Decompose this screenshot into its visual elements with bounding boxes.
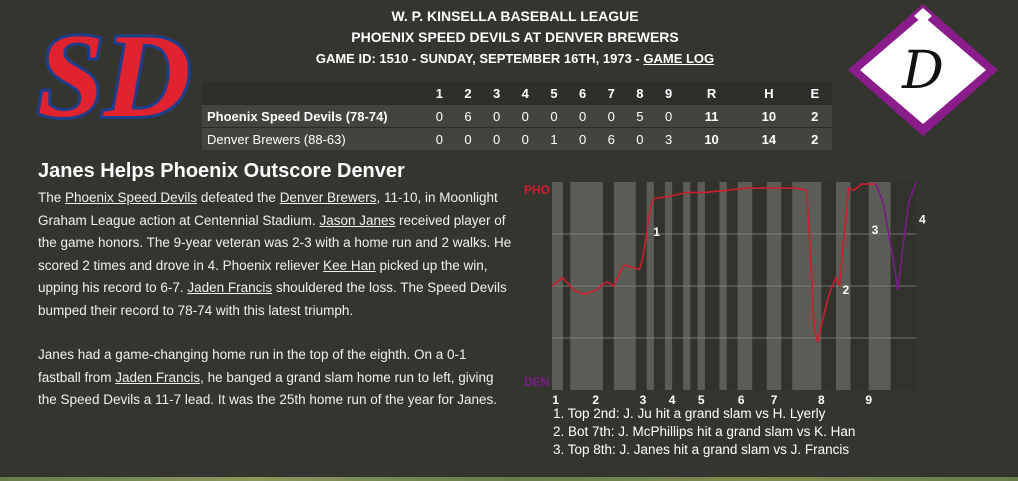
total-r: 10 (704, 131, 719, 147)
recap-headline: Janes Helps Phoenix Outscore Denver (38, 160, 405, 182)
series-line (551, 183, 876, 343)
col-header-7: 7 (607, 85, 615, 101)
team-name: Phoenix Speed Devils (78-74) (207, 108, 388, 124)
series-line (875, 181, 917, 291)
game-recap: Janes Helps Phoenix Outscore Denver The … (38, 160, 513, 434)
inning-score: 0 (550, 108, 558, 124)
event-marker: 2 (843, 283, 850, 297)
event-marker: 3 (872, 223, 879, 237)
player-team-link[interactable]: Kee Han (323, 257, 376, 273)
inning-tick-label: 9 (865, 393, 872, 404)
col-header-h: H (764, 85, 774, 101)
col-header-5: 5 (550, 85, 558, 101)
denver-brewers-logo: D (848, 4, 998, 136)
col-header-9: 9 (664, 85, 673, 101)
inning-tick-label: 2 (592, 393, 599, 404)
inning-tick-label: 3 (640, 393, 647, 404)
inning-tick-label: 7 (771, 393, 778, 404)
total-h: 14 (761, 131, 777, 147)
line-score-header: 1 2 3 4 5 6 7 8 9 R H E (202, 82, 832, 105)
win-probability-chart: 1 2 3 4 PHO DEN 1 2 3 4 5 6 7 8 9 (524, 181, 926, 404)
inning-score: 0 (435, 108, 443, 124)
col-header-4: 4 (521, 85, 529, 101)
player-team-link[interactable]: Jaden Francis (115, 369, 201, 385)
total-r: 11 (704, 108, 719, 124)
player-team-link[interactable]: Denver Brewers (279, 190, 377, 205)
inning-score: 1 (550, 131, 558, 147)
phoenix-speed-devils-logo: SD (36, 6, 192, 132)
total-e: 2 (811, 131, 819, 147)
game-info-line: GAME ID: 1510 - SUNDAY, SEPTEMBER 16TH, … (200, 48, 830, 70)
recap-paragraph-1: The Phoenix Speed Devils defeated the De… (38, 190, 512, 318)
event-marker: 4 (919, 212, 926, 226)
inning-tick-label: 5 (698, 393, 705, 404)
inning-score: 0 (493, 131, 501, 147)
inning-score: 0 (607, 108, 615, 124)
line-score-row: Denver Brewers (88-63) 0 0 0 0 1 0 6 0 3 10 14 2 (202, 127, 832, 150)
recap-paragraph-2: Janes had a game-changing home run in th… (38, 347, 498, 407)
bottom-border (0, 477, 1018, 481)
inning-score: 6 (464, 108, 472, 124)
col-header-3: 3 (493, 85, 501, 101)
col-header-2: 2 (464, 85, 472, 101)
total-e: 2 (811, 108, 819, 124)
chart-bottom-team-label: DEN (524, 375, 549, 389)
line-score-row: Phoenix Speed Devils (78-74) 0 6 0 0 0 0 0 5 0 11 1… (202, 104, 832, 128)
col-header-r: R (706, 85, 717, 101)
inning-score: 0 (664, 108, 673, 124)
inning-score: 0 (493, 108, 501, 124)
inning-score: 0 (435, 131, 443, 147)
player-team-link[interactable]: Phoenix Speed Devils (65, 190, 198, 205)
col-header-1: 1 (435, 85, 443, 101)
key-event-1: 1. Top 2nd: J. Ju hit a grand slam vs H.… (553, 406, 826, 421)
total-h: 10 (761, 108, 777, 124)
col-header-6: 6 (578, 85, 587, 101)
inning-score: 0 (521, 108, 529, 124)
inning-score: 0 (578, 131, 587, 147)
key-event-3: 3. Top 8th: J. Janes hit a grand slam vs… (553, 442, 850, 457)
line-score-table: 1 2 3 4 5 6 7 8 9 R H E Phoenix Speed Devils (78-74… (202, 82, 832, 150)
key-events-list: 1. Top 2nd: J. Ju hit a grand slam vs H.… (553, 405, 973, 459)
svg-text:SD: SD (37, 9, 190, 132)
inning-score: 0 (578, 108, 587, 124)
inning-score: 5 (636, 108, 644, 124)
inning-tick-label: 6 (738, 393, 745, 404)
league-title: W. P. KINSELLA BASEBALL LEAGUE (391, 8, 639, 24)
game-log-link[interactable]: GAME LOG (643, 51, 715, 66)
inning-tick-label: 4 (669, 393, 676, 404)
player-team-link[interactable]: Jason Janes (319, 212, 396, 228)
team-name: Denver Brewers (88-63) (207, 131, 346, 147)
matchup-title: PHOENIX SPEED DEVILS AT DENVER BREWERS (351, 29, 679, 45)
col-header-8: 8 (636, 85, 644, 101)
player-team-link[interactable]: Jaden Francis (187, 280, 273, 295)
inning-score: 0 (636, 131, 644, 147)
event-marker: 1 (653, 225, 660, 239)
inning-score: 3 (664, 131, 673, 147)
inning-score: 0 (464, 131, 472, 147)
inning-score: 0 (521, 131, 529, 147)
col-header-e: E (810, 85, 820, 101)
inning-tick-label: 1 (552, 393, 559, 404)
key-event-2: 2. Bot 7th: J. McPhillips hit a grand sl… (553, 424, 856, 439)
game-info: GAME ID: 1510 - SUNDAY, SEPTEMBER 16TH, … (315, 51, 644, 66)
chart-top-team-label: PHO (524, 183, 550, 197)
inning-tick-label: 8 (818, 393, 825, 404)
inning-score: 6 (607, 131, 615, 147)
svg-text:D: D (901, 41, 944, 101)
game-header: W. P. KINSELLA BASEBALL LEAGUE PHOENIX S… (200, 6, 830, 70)
